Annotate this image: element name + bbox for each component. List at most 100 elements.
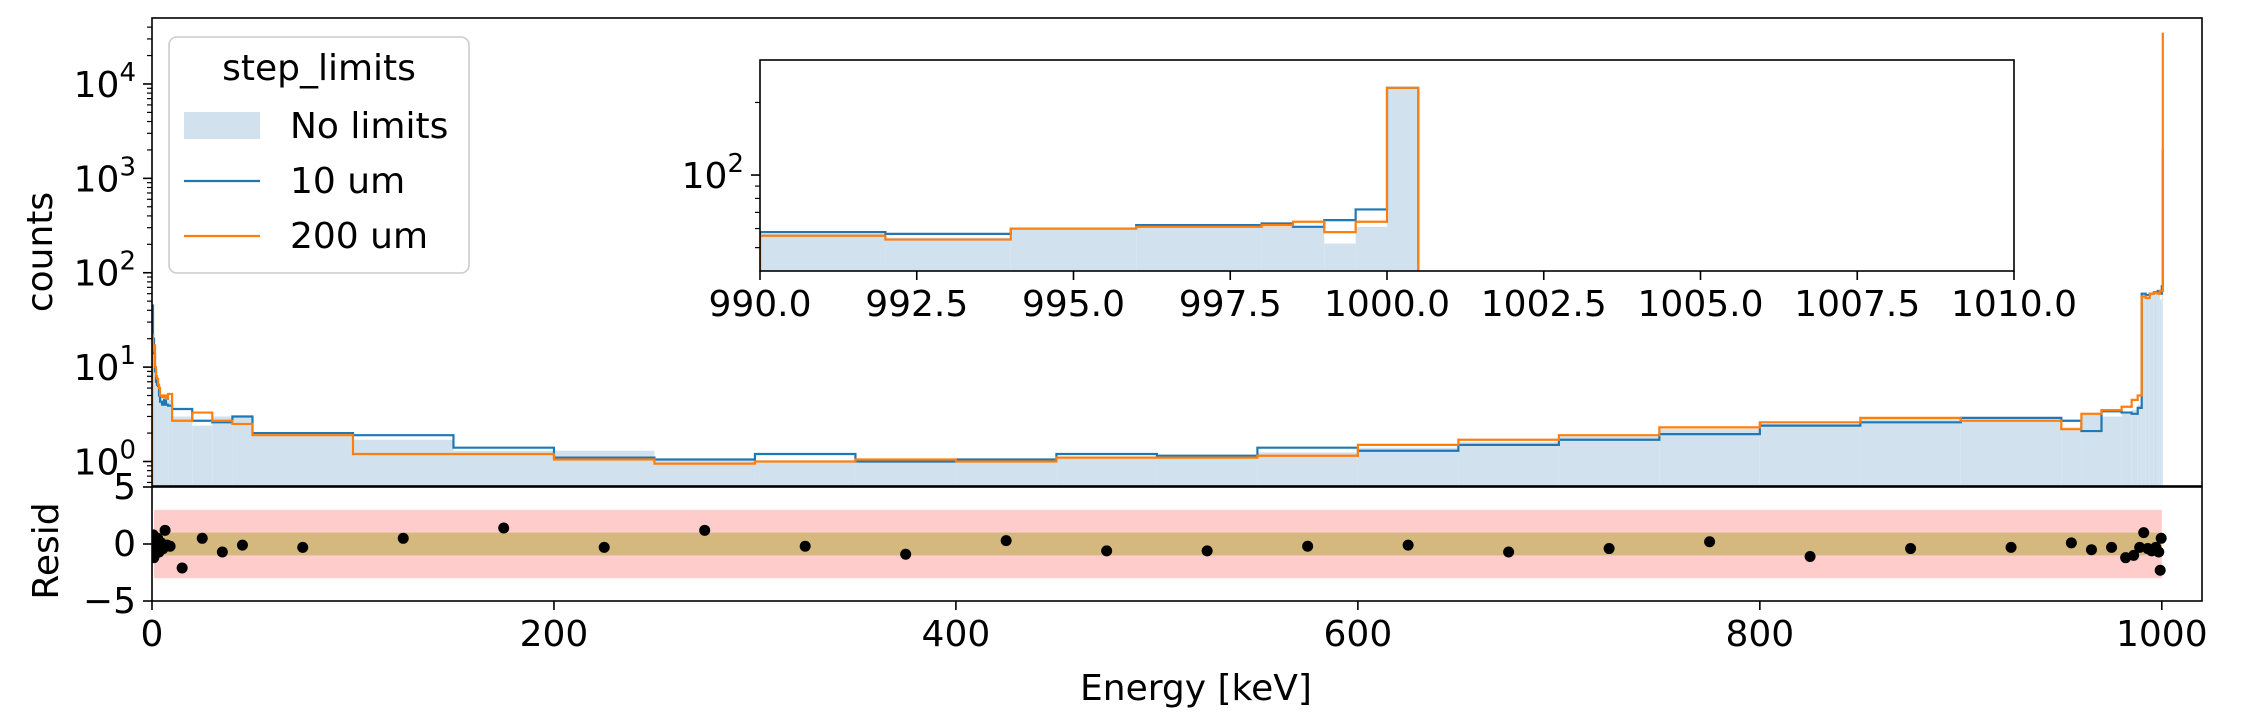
main-bar-no-limits-5 [157,381,159,486]
residual-point-35 [2065,537,2077,549]
residual-point-41 [2138,527,2150,539]
residual-y-axis: −5 0 5 [83,467,152,622]
residual-point-47 [2155,532,2167,544]
main-bar-no-limits-39 [2131,410,2138,486]
legend-title: step_limits [222,48,416,89]
main-bar-no-limits-4 [156,376,158,486]
residual-y-axis-title: Resid [26,502,67,599]
legend: step_limits No limits 10 um 200 um [168,36,470,274]
main-y-tick-label-0: 100 [74,435,136,483]
main-plot-area [152,32,2164,486]
inset-bar-no-limits-1 [885,237,1011,271]
main-y-tick-label-3: 103 [74,152,136,200]
residual-x-axis: 0 200 400 600 800 1000 [141,601,2208,655]
residual-point-21 [699,524,711,536]
residual-point-13 [176,562,188,574]
main-bar-no-limits-34 [1960,419,2062,486]
x-tick-label-0: 0 [141,614,164,655]
residual-point-31 [1704,536,1716,548]
inset-panel: 990.0 992.5 995.0 997.5 1000.0 1002.5 1005.0 10… [682,59,2077,325]
residual-point-29 [1503,546,1515,558]
x-tick-label-1: 200 [520,614,589,655]
x-tick-label-2: 400 [922,614,991,655]
main-bar-no-limits-12 [168,399,173,486]
legend-label-10um: 10 um [290,161,405,202]
main-bar-no-limits-33 [1860,417,1961,486]
main-y-tick-label-4: 104 [74,58,136,106]
main-bar-no-limits-22 [754,461,856,486]
main-bar-no-limits-17 [252,435,353,486]
main-bar-no-limits-18 [352,439,454,486]
main-bar-no-limits-2 [154,356,156,486]
main-y-axis: 100 101 102 103 104 [74,26,152,483]
inset-x-tick-label-0: 990.0 [708,284,811,325]
residual-point-14 [196,532,208,544]
main-bar-no-limits-1 [153,343,155,486]
main-bar-no-limits-37 [2101,416,2122,486]
main-bar-no-limits-3 [155,367,157,486]
main-y-tick-label-2: 102 [74,247,136,295]
main-bar-no-limits-28 [1357,447,1459,486]
main-bar-no-limits-43 [2149,293,2154,486]
inset-x-axis: 990.0 992.5 995.0 997.5 1000.0 1002.5 1005.0 10… [708,271,2077,325]
inset-x-tick-label-2: 995.0 [1022,284,1125,325]
main-bar-no-limits-44 [2153,292,2158,486]
inset-bar-no-limits-8 [1387,87,1419,271]
main-bar-no-limits-7 [159,386,161,486]
inset-bar-no-limits-4 [1261,226,1293,271]
residual-plot-area [152,509,2167,579]
inset-x-tick-label-3: 997.5 [1179,284,1282,325]
main-bar-no-limits-23 [855,459,956,486]
residual-point-36 [2085,544,2097,556]
residual-point-23 [900,548,912,560]
inset-bar-no-limits-5 [1292,226,1325,271]
inset-bar-no-limits-6 [1324,243,1356,271]
main-bar-no-limits-6 [158,384,160,486]
main-y-tick-label-1: 101 [74,341,136,389]
main-bar-no-limits-45 [2157,293,2160,486]
residual-point-25 [1101,545,1113,557]
main-bar-no-limits-20 [553,450,655,486]
main-bar-no-limits-10 [164,398,167,486]
residual-point-12 [164,540,176,552]
inset-bar-no-limits-2 [1010,228,1137,271]
main-bar-no-limits-14 [192,425,213,486]
inset-bar-no-limits-0 [760,233,886,271]
main-step-200-um [152,32,2164,486]
main-bar-no-limits-27 [1257,452,1358,486]
inset-step-10-um [760,86,1420,271]
x-axis-title: Energy [keV] [1080,668,1312,709]
main-bar-no-limits-46 [2159,299,2162,486]
residual-point-18 [397,532,409,544]
residual-point-37 [2106,541,2118,553]
residual-point-32 [1804,551,1816,563]
main-bar-no-limits-11 [166,401,169,486]
residual-panel: −505 0 200 400 600 800 1000 Resid Energy [keV… [26,467,2208,709]
inset-y-axis: 102 [682,101,760,249]
main-bar-no-limits-8 [160,395,163,486]
main-bar-no-limits-16 [232,416,253,486]
residual-point-28 [1402,539,1414,551]
residual-point-30 [1603,543,1615,555]
residual-point-46 [2154,564,2166,576]
main-bar-no-limits-42 [2145,297,2150,486]
main-bar-no-limits-40 [2137,404,2142,486]
main-bar-no-limits-31 [1659,429,1760,486]
main-bar-no-limits-15 [212,416,233,486]
main-bar-no-limits-38 [2121,413,2132,486]
main-bar-no-limits-24 [955,459,1057,486]
residual-point-20 [598,541,610,553]
inset-plot-area [760,86,1420,271]
inset-x-tick-label-1: 992.5 [865,284,968,325]
residual-point-45 [2153,546,2165,558]
inset-step-200-um [760,86,1420,271]
residual-y-tick-label-1: 0 [113,524,136,565]
main-bar-no-limits-47 [2161,288,2163,486]
main-bar-no-limits-13 [172,416,193,486]
x-tick-label-4: 800 [1725,614,1794,655]
residual-y-tick-label-0: −5 [83,581,136,622]
inset-bar-no-limits-3 [1136,226,1262,271]
legend-label-200um: 200 um [290,216,428,257]
residual-point-10 [159,524,171,536]
